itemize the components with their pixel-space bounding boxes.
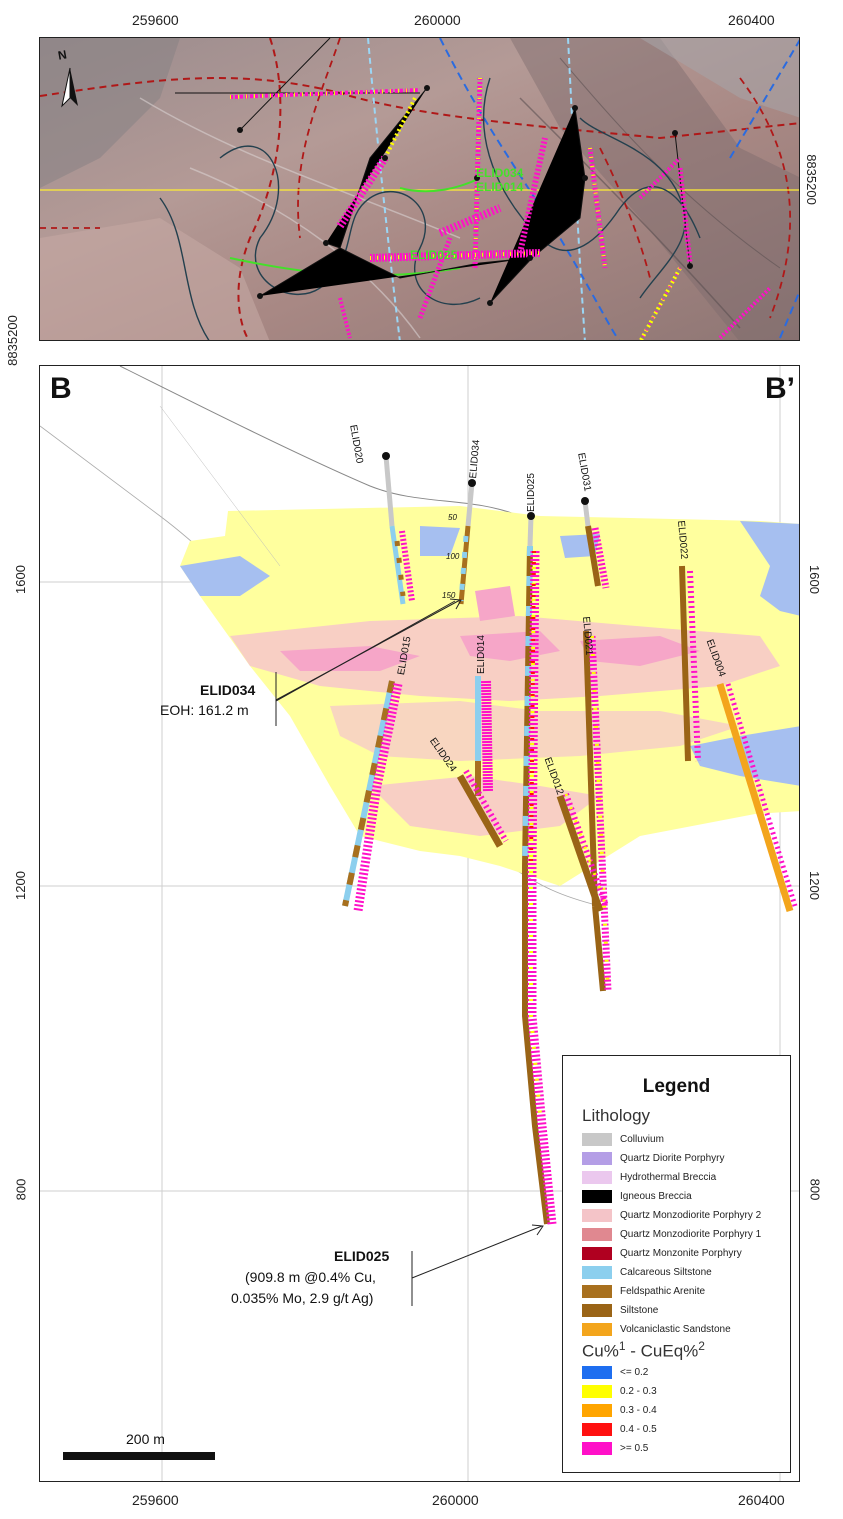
section-elev-tick-left: 1200 [12, 871, 28, 900]
legend-grade-label: 0.3 - 0.4 [620, 1405, 657, 1416]
legend-lithology-label: Calcareous Siltstone [620, 1267, 712, 1278]
legend-lithology-label: Igneous Breccia [620, 1191, 692, 1202]
callout-elid025-title: ELID025 [334, 1248, 390, 1264]
legend-swatch [582, 1404, 612, 1417]
legend-swatch [582, 1423, 612, 1436]
legend-swatch [582, 1442, 612, 1455]
plan-x-tick: 260000 [414, 12, 461, 28]
legend-swatch [582, 1133, 612, 1146]
plan-y-tick-right: 8835200 [803, 154, 819, 205]
section-x-tick: 260000 [432, 1492, 479, 1508]
legend-swatch [582, 1190, 612, 1203]
plan-x-tick: 259600 [132, 12, 179, 28]
callout-elid034-title: ELID034 [200, 682, 256, 698]
plan-view-map: N ELID034 ELID014 ELID025 [39, 37, 800, 341]
legend-grade-label: <= 0.2 [620, 1367, 649, 1378]
legend-lithology-label: Feldspathic Arenite [620, 1286, 706, 1297]
depth-mark: 150 [442, 591, 456, 600]
legend-grade-label: 0.2 - 0.3 [620, 1386, 657, 1397]
legend-swatch [582, 1285, 612, 1298]
depth-mark: 100 [446, 552, 460, 561]
legend-swatch [582, 1247, 612, 1260]
legend-swatch [582, 1304, 612, 1317]
section-elev-tick-right: 1200 [806, 871, 822, 900]
section-elev-tick-right: 800 [807, 1178, 823, 1201]
legend-swatch [582, 1323, 612, 1336]
legend-lithology-label: Colluvium [620, 1134, 664, 1145]
legend-swatch [582, 1209, 612, 1222]
legend-swatch [582, 1366, 612, 1379]
section-start-label: B [50, 372, 72, 405]
plan-view-imagery [40, 38, 799, 340]
section-end-label: B’ [765, 372, 795, 405]
legend-lithology-label: Quartz Monzonite Porphyry [620, 1248, 742, 1259]
legend-panel: Legend Lithology Colluvium Quartz Diorite… [562, 1055, 791, 1473]
legend-swatch [582, 1385, 612, 1398]
legend-lithology-label: Hydrothermal Breccia [620, 1172, 717, 1183]
hole-label: ELID025 [526, 473, 537, 512]
callout-elid034-text: EOH: 161.2 m [160, 702, 249, 718]
legend-swatch [582, 1266, 612, 1279]
legend-lithology-label: Quartz Diorite Porphyry [620, 1153, 725, 1164]
legend-lithology-label: Siltstone [620, 1305, 659, 1316]
section-elev-tick-left: 800 [13, 1178, 29, 1201]
callout-elid025-line1: (909.8 m @0.4% Cu, [245, 1269, 376, 1285]
legend-swatch [582, 1152, 612, 1165]
legend-lithology-heading: Lithology [582, 1106, 651, 1125]
hole-label: ELID014 [476, 635, 487, 674]
plan-hole-label: ELID025 [410, 248, 458, 262]
legend-lithology-label: Quartz Monzodiorite Porphyry 2 [620, 1210, 762, 1221]
plan-x-tick: 260400 [728, 12, 775, 28]
section-elev-tick-left: 1600 [12, 565, 28, 594]
cross-section-graphic [40, 366, 799, 1481]
plan-y-tick-left: 8835200 [4, 315, 20, 366]
section-x-tick: 260400 [738, 1492, 785, 1508]
section-x-tick: 259600 [132, 1492, 179, 1508]
scale-bar-label: 200 m [126, 1431, 165, 1447]
callout-elid025-line2: 0.035% Mo, 2.9 g/t Ag) [231, 1290, 374, 1306]
legend-lithology-label: Quartz Monzodiorite Porphyry 1 [620, 1229, 762, 1240]
legend-title: Legend [642, 1076, 711, 1097]
north-arrow-icon [61, 67, 78, 108]
section-elev-tick-right: 1600 [806, 565, 822, 594]
legend-grade-label: 0.4 - 0.5 [620, 1424, 657, 1435]
legend-grade-heading: Cu%1 - CuEq%2 [582, 1339, 705, 1361]
plan-hole-label: ELID034 [476, 166, 524, 180]
legend-lithology-label: Volcaniclastic Sandstone [620, 1324, 731, 1335]
legend-grade-label: >= 0.5 [620, 1443, 649, 1454]
plan-hole-label: ELID014 [476, 180, 524, 194]
legend-swatch [582, 1228, 612, 1241]
depth-mark: 50 [448, 513, 457, 522]
scale-bar [63, 1452, 215, 1460]
legend-swatch [582, 1171, 612, 1184]
cross-section-view: B B’ 50 100 150 ELID020 ELID034 ELID025 … [39, 365, 800, 1482]
